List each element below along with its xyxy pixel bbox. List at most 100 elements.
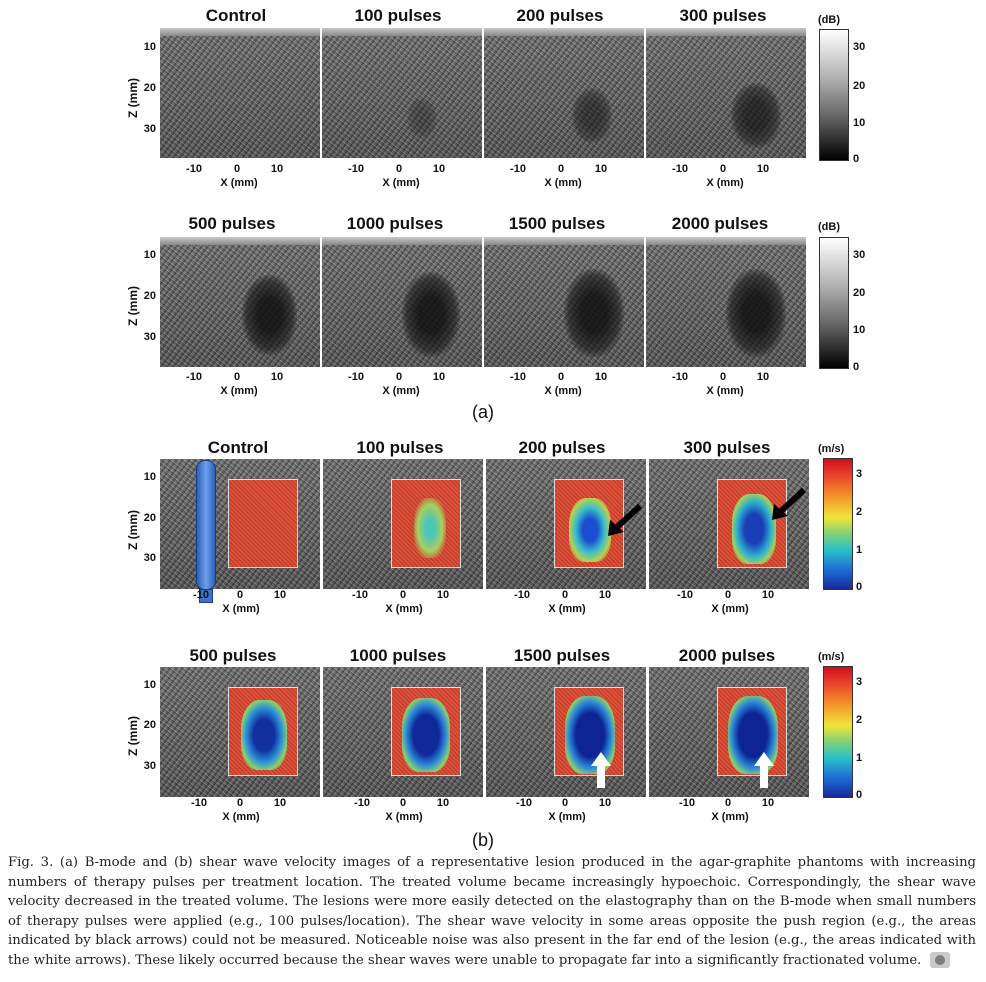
panel-a-label: (a) xyxy=(472,402,494,422)
x-tick: 10 xyxy=(432,371,446,383)
colorbar-unit: (dB) xyxy=(818,14,840,26)
x-tick: 0 xyxy=(233,371,241,383)
x-tick: -10 xyxy=(516,797,532,809)
bmode-image-200 xyxy=(484,28,644,158)
x-tick: 10 xyxy=(756,371,770,383)
x-tick: -10 xyxy=(510,371,526,383)
x-tick: 10 xyxy=(761,797,775,809)
x-tick: 10 xyxy=(273,797,287,809)
x-label: X (mm) xyxy=(385,603,423,615)
x-tick: -10 xyxy=(672,371,688,383)
panel-b-title-500: 500 pulses xyxy=(189,646,277,665)
panel-a-title-control: Control xyxy=(205,6,267,25)
colorbar-tick: 2 xyxy=(856,506,863,518)
x-tick: -10 xyxy=(679,797,695,809)
y-tick: 10 xyxy=(143,41,156,53)
colorbar-tick: 2 xyxy=(856,714,863,726)
panel-a-title-2000: 2000 pulses xyxy=(671,214,769,233)
x-label: X (mm) xyxy=(385,811,423,823)
y-tick: 10 xyxy=(143,471,156,483)
y-tick: 10 xyxy=(143,679,156,691)
colorbar-tick: 30 xyxy=(853,41,866,53)
y-tick: 20 xyxy=(143,290,156,302)
x-tick: 10 xyxy=(594,163,608,175)
colorbar-unit: (dB) xyxy=(818,221,840,233)
bmode-image-1500 xyxy=(484,237,644,367)
swv-image-control xyxy=(160,459,320,589)
x-tick: -10 xyxy=(672,163,688,175)
x-tick: 0 xyxy=(236,589,244,601)
x-tick: 0 xyxy=(395,163,403,175)
colorbar-tick: 0 xyxy=(856,581,863,593)
bmode-image-300 xyxy=(646,28,806,158)
x-tick: -10 xyxy=(510,163,526,175)
colorbar-tick: 10 xyxy=(853,117,866,129)
colorbar-tick: 0 xyxy=(853,361,860,373)
x-tick: 10 xyxy=(432,163,446,175)
black-arrow-icon xyxy=(608,503,643,536)
y-tick: 20 xyxy=(143,719,156,731)
x-tick: 0 xyxy=(557,371,565,383)
x-tick: 0 xyxy=(719,163,727,175)
x-tick: -10 xyxy=(348,371,364,383)
x-label: X (mm) xyxy=(220,385,258,397)
swv-image-300 xyxy=(649,459,809,589)
x-tick: -10 xyxy=(193,589,209,601)
x-tick: 10 xyxy=(756,163,770,175)
swv-image-200 xyxy=(486,459,646,589)
push-region-icon xyxy=(196,460,216,590)
x-tick: -10 xyxy=(677,589,693,601)
x-tick: 0 xyxy=(399,589,407,601)
y-tick: 10 xyxy=(143,249,156,261)
x-tick: -10 xyxy=(348,163,364,175)
bmode-image-control xyxy=(160,28,320,158)
black-arrow-icon xyxy=(772,487,807,520)
panel-a-title-200: 200 pulses xyxy=(516,6,604,25)
x-tick: 0 xyxy=(395,371,403,383)
x-tick: 0 xyxy=(561,589,569,601)
x-label: X (mm) xyxy=(706,177,744,189)
panel-b-title-100: 100 pulses xyxy=(356,438,444,457)
x-label: X (mm) xyxy=(220,177,258,189)
panel-b-title-2000: 2000 pulses xyxy=(678,646,776,665)
bmode-image-2000 xyxy=(646,237,806,367)
x-tick: 10 xyxy=(273,589,287,601)
x-tick: 10 xyxy=(598,589,612,601)
x-tick: -10 xyxy=(186,371,202,383)
x-tick: -10 xyxy=(186,163,202,175)
swv-image-1500 xyxy=(486,667,646,797)
colorbar-tick: 3 xyxy=(856,468,863,480)
x-tick: -10 xyxy=(514,589,530,601)
colorbar-tick: 3 xyxy=(856,676,863,688)
swv-image-500 xyxy=(160,667,320,797)
colorbar-tick: 20 xyxy=(853,287,866,299)
colorbar-tick: 30 xyxy=(853,249,866,261)
x-tick: 10 xyxy=(436,589,450,601)
panel-a-title-100: 100 pulses xyxy=(354,6,442,25)
panel-b-title-200: 200 pulses xyxy=(518,438,606,457)
panel-b-title-1000: 1000 pulses xyxy=(349,646,447,665)
figure-view-icon[interactable] xyxy=(929,952,950,969)
x-tick: 10 xyxy=(761,589,775,601)
x-tick: 10 xyxy=(270,371,284,383)
colorbar-db xyxy=(819,237,849,369)
y-tick: 20 xyxy=(143,82,156,94)
y-tick: 30 xyxy=(143,552,156,564)
y-tick: 30 xyxy=(143,123,156,135)
white-arrow-icon xyxy=(754,752,774,788)
swv-image-100 xyxy=(323,459,483,589)
swv-image-1000 xyxy=(323,667,483,797)
figure-caption-text: Fig. 3. (a) B-mode and (b) shear wave ve… xyxy=(8,855,976,968)
panel-b-title-1500: 1500 pulses xyxy=(513,646,611,665)
bmode-image-100 xyxy=(322,28,482,158)
push-direction-arrow-icon xyxy=(199,589,213,603)
colorbar-velocity xyxy=(823,458,853,590)
x-tick: 10 xyxy=(436,797,450,809)
colorbar-tick: 0 xyxy=(853,153,860,165)
x-label: X (mm) xyxy=(382,385,420,397)
x-tick: 10 xyxy=(594,371,608,383)
panel-b-title-300: 300 pulses xyxy=(683,438,771,457)
x-label: X (mm) xyxy=(544,385,582,397)
y-tick: 20 xyxy=(143,512,156,524)
x-tick: 0 xyxy=(233,163,241,175)
